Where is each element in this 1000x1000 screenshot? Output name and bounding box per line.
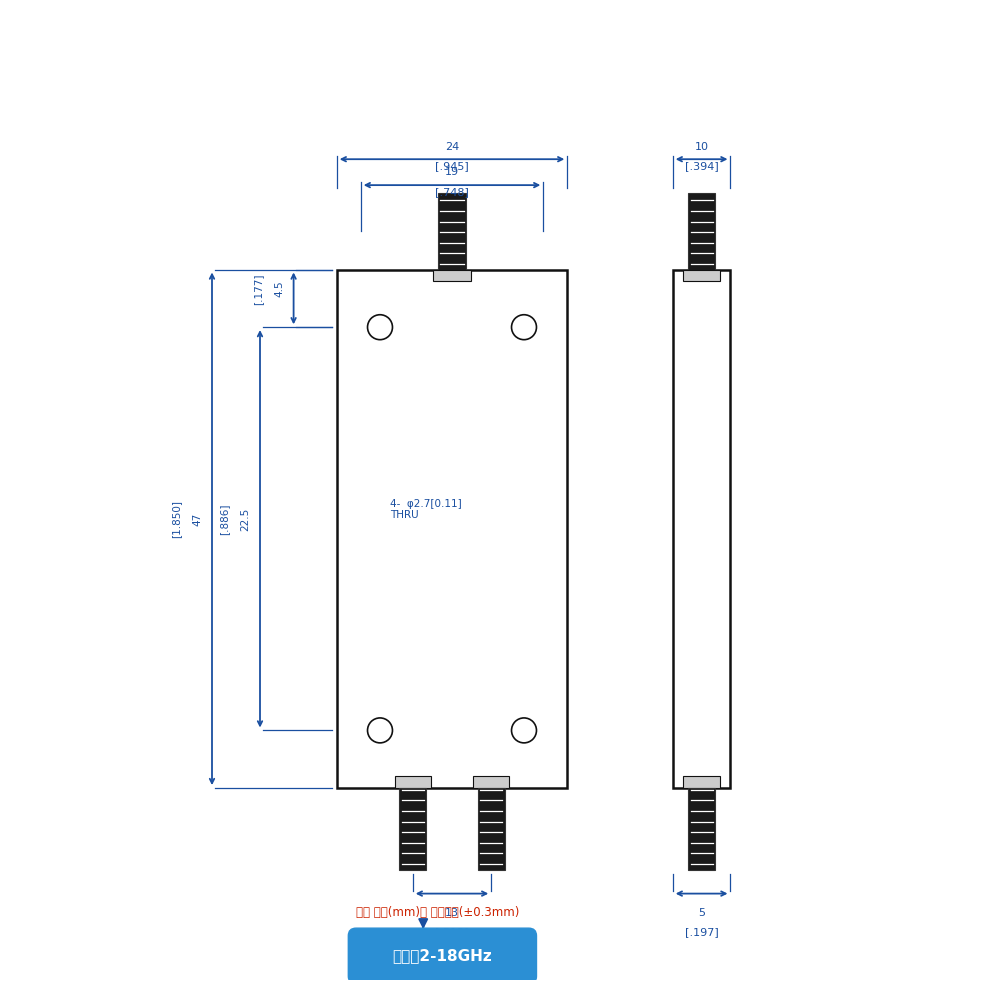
Text: 47: 47 (192, 513, 202, 526)
Bar (478, 788, 505, 870)
Text: [.945]: [.945] (435, 161, 469, 171)
Bar (337, 270, 567, 788)
Bar (683, 270, 720, 281)
Text: [.748]: [.748] (435, 187, 469, 197)
Text: [.886]: [.886] (219, 503, 229, 535)
Text: [1.850]: [1.850] (171, 500, 181, 538)
FancyBboxPatch shape (348, 928, 536, 984)
Bar (688, 788, 715, 870)
Text: 19: 19 (445, 167, 459, 177)
Bar (395, 776, 431, 788)
Text: [.394]: [.394] (685, 161, 718, 171)
Bar (683, 776, 720, 788)
Text: [.512]: [.512] (435, 927, 469, 937)
Bar (688, 193, 715, 270)
Text: 一分二2-18GHz: 一分二2-18GHz (393, 948, 492, 964)
Text: 13: 13 (445, 908, 459, 918)
Text: 24: 24 (445, 142, 459, 152)
Text: [.197]: [.197] (685, 927, 718, 937)
Text: [.177]: [.177] (253, 273, 263, 305)
FancyBboxPatch shape (143, 990, 857, 1000)
Text: 4-  φ2.7[0.11]
THRU: 4- φ2.7[0.11] THRU (390, 499, 461, 520)
Text: 22.5: 22.5 (240, 508, 250, 531)
Bar (438, 193, 466, 270)
Text: 注： 尺寸(mm)， 一般公差(±0.3mm): 注： 尺寸(mm)， 一般公差(±0.3mm) (356, 906, 519, 919)
Text: 10: 10 (695, 142, 709, 152)
Bar (473, 776, 509, 788)
Text: 5: 5 (698, 908, 705, 918)
Bar (673, 270, 730, 788)
Bar (399, 788, 426, 870)
Text: 4.5: 4.5 (274, 280, 284, 297)
Bar (433, 270, 471, 281)
